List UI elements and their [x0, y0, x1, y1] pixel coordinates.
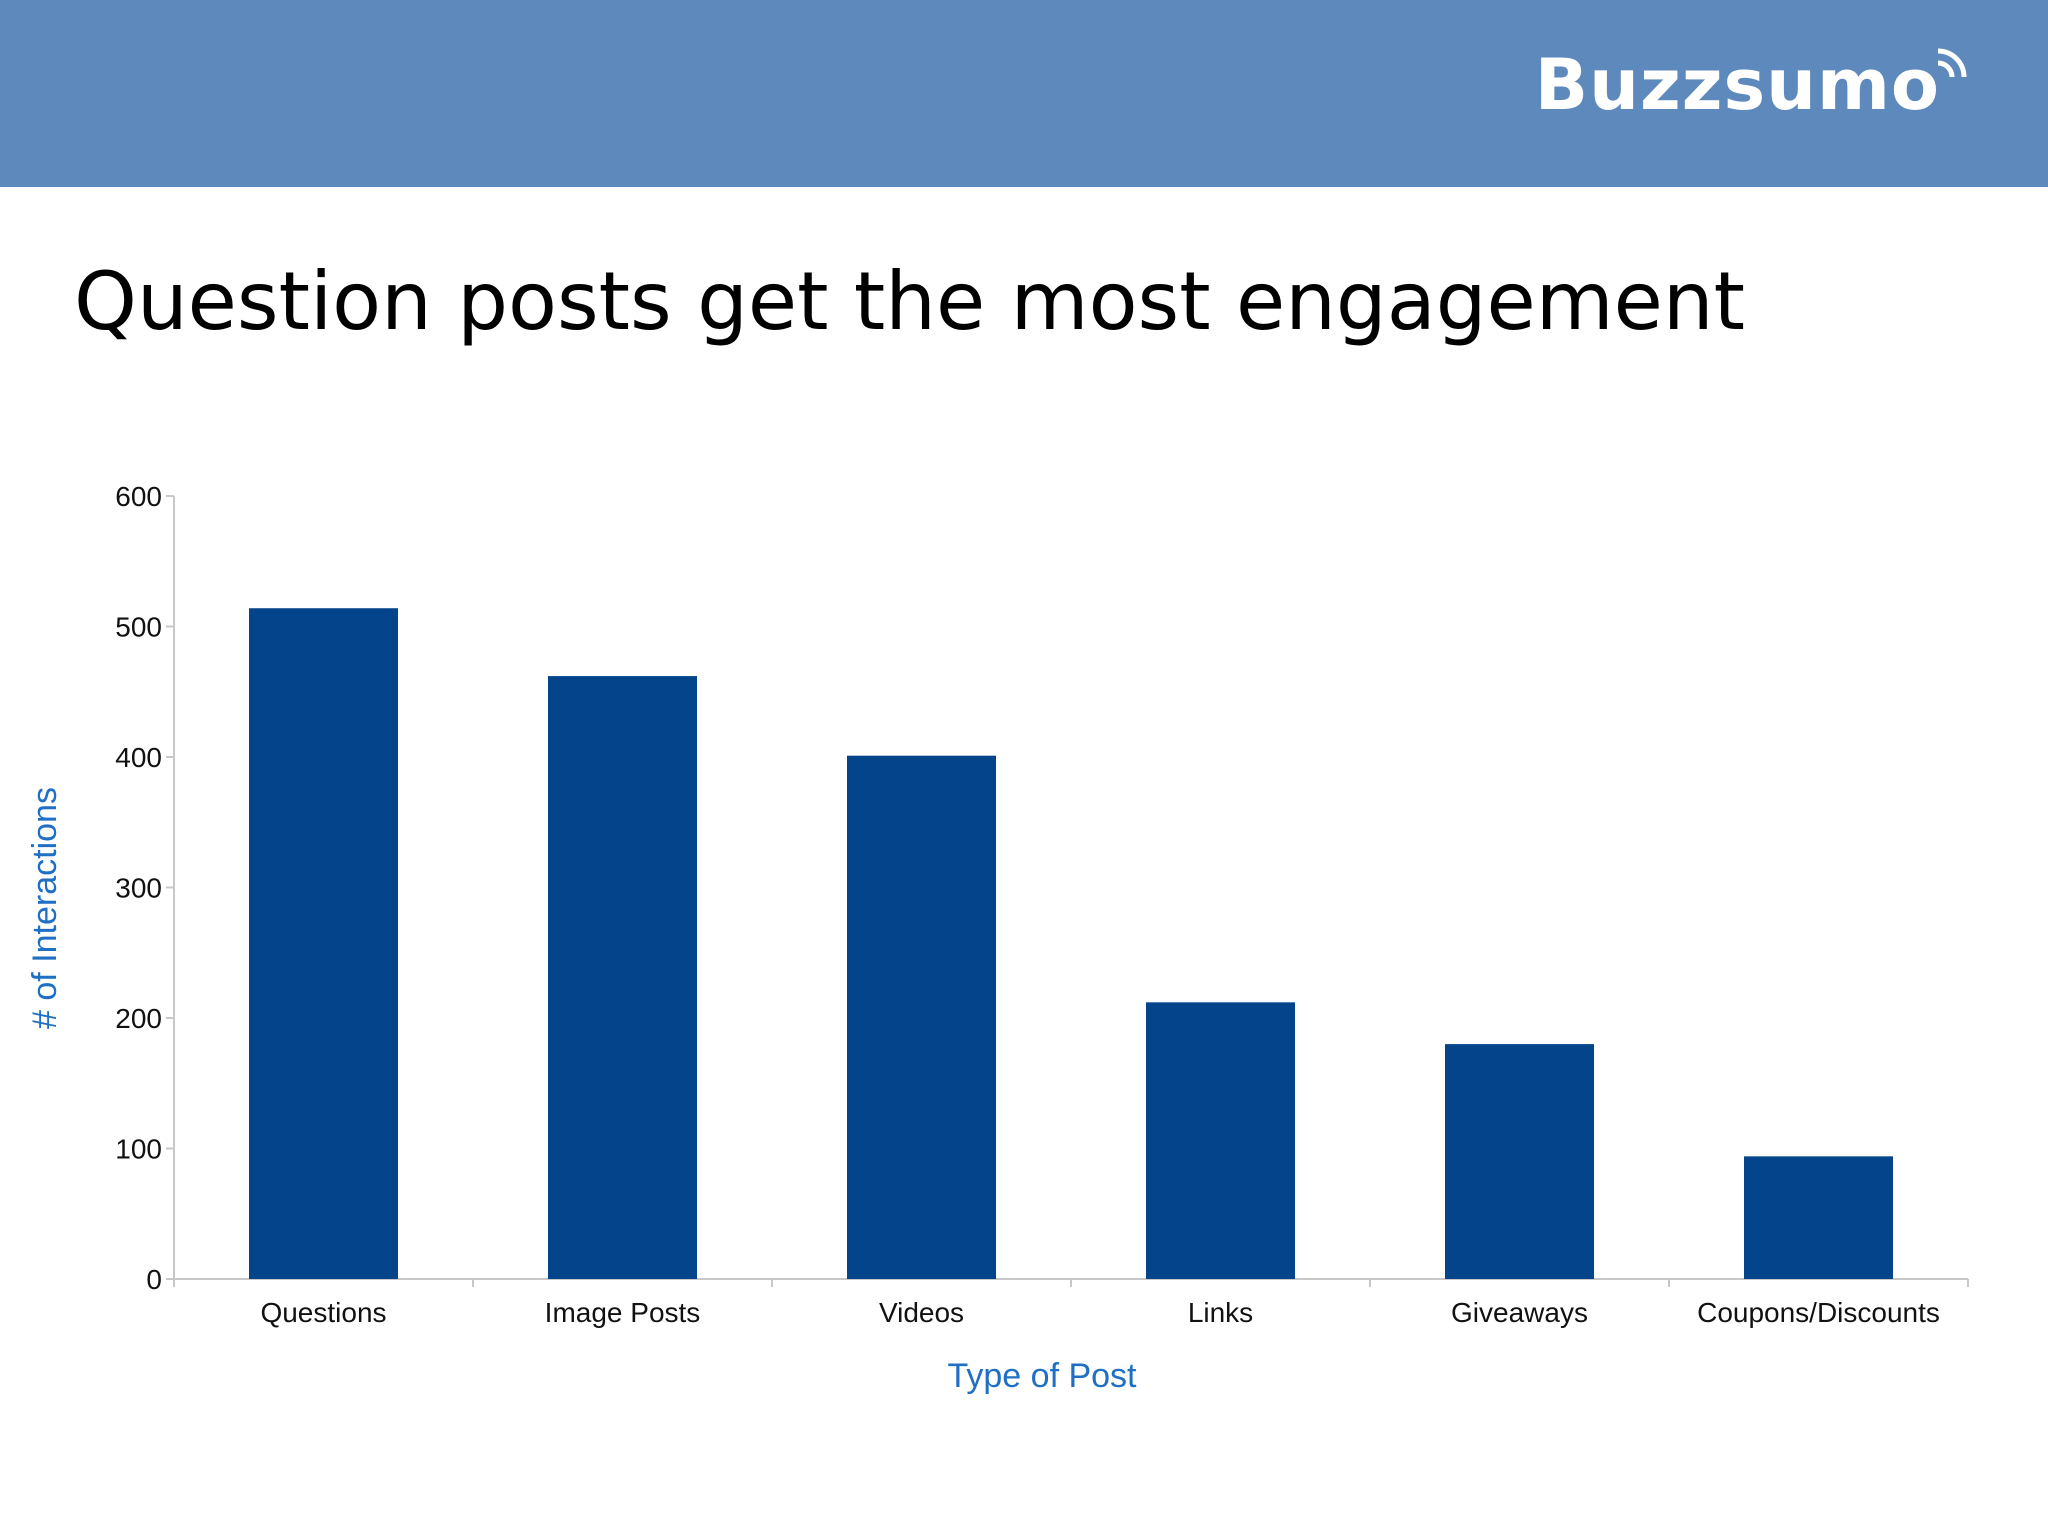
- bar-links: [1146, 1002, 1295, 1279]
- bar-coupons-discounts: [1744, 1156, 1893, 1279]
- x-tick-label: Videos: [879, 1297, 964, 1328]
- x-axis: Questions Image Posts Videos Links Giveaways…: [166, 1278, 1969, 1328]
- header-bar: Buzzsumo: [0, 0, 2048, 187]
- y-tick-label: 400: [115, 742, 162, 773]
- y-axis: 0 100 200 300 400 500 600: [115, 481, 175, 1295]
- y-tick-label: 100: [115, 1134, 162, 1165]
- signal-icon: [1937, 48, 1967, 78]
- bar-giveaways: [1445, 1044, 1594, 1279]
- x-tick-label: Giveaways: [1451, 1297, 1588, 1328]
- bar-questions: [249, 608, 398, 1279]
- x-tick-label: Coupons/Discounts: [1697, 1297, 1940, 1328]
- y-tick-label: 200: [115, 1003, 162, 1034]
- bar-videos: [847, 755, 996, 1279]
- slide-title: Question posts get the most engagement: [74, 255, 1745, 348]
- logo-text: Buzzsumo: [1534, 44, 1940, 126]
- x-tick-label: Image Posts: [545, 1297, 701, 1328]
- y-tick-label: 600: [115, 481, 162, 512]
- x-tick-label: Links: [1188, 1297, 1253, 1328]
- bar-image-posts: [548, 676, 697, 1279]
- x-tick-label: Questions: [260, 1297, 386, 1328]
- y-tick-label: 300: [115, 873, 162, 904]
- bars: [249, 608, 1893, 1279]
- x-axis-label: Type of Post: [948, 1357, 1138, 1395]
- buzzsumo-logo: Buzzsumo: [1535, 40, 1968, 130]
- y-tick-label: 500: [115, 612, 162, 643]
- y-tick-label: 0: [146, 1264, 162, 1295]
- y-axis-label: # of Interactions: [26, 787, 64, 1029]
